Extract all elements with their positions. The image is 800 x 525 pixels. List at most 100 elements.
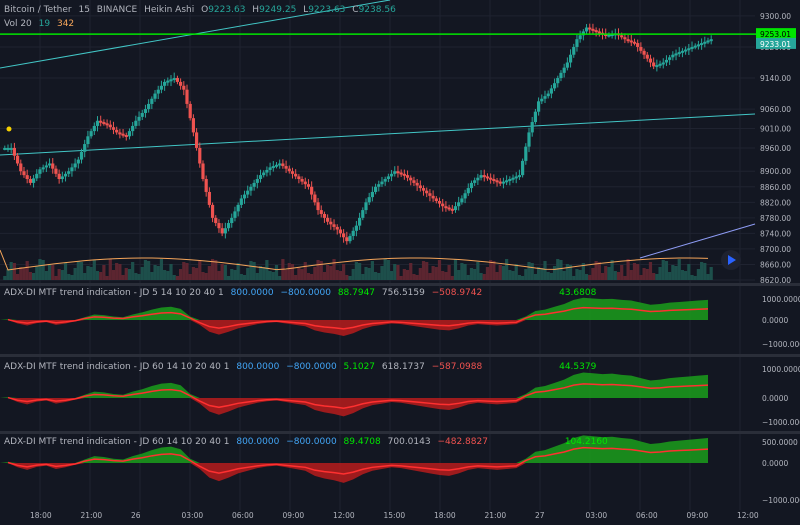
symbol-name[interactable]: Bitcoin / Tether	[4, 5, 72, 15]
candle	[367, 197, 371, 203]
candles	[3, 23, 713, 280]
volume-bar	[258, 266, 263, 280]
indicator-title[interactable]: ADX-DI MTF trend indication - JD 60 14 1…	[4, 362, 230, 372]
candle	[316, 202, 320, 211]
candle	[540, 98, 544, 102]
candle	[159, 85, 164, 90]
volume-bar	[562, 271, 566, 280]
candle	[9, 147, 13, 150]
candle	[469, 182, 474, 189]
candle	[121, 133, 125, 136]
volume-bar	[319, 261, 323, 280]
candle	[636, 43, 640, 47]
volume-bar	[399, 276, 403, 280]
volume-bar	[166, 271, 170, 280]
play-icon[interactable]	[721, 250, 741, 270]
volume-bar	[31, 273, 36, 280]
volume-bar	[67, 274, 71, 280]
pane-separator[interactable]	[0, 354, 800, 357]
candle	[31, 178, 36, 183]
indicator-value: 43.6808	[559, 288, 597, 298]
indicator-title[interactable]: ADX-DI MTF trend indication - JD 60 14 1…	[4, 437, 230, 447]
candle	[140, 112, 144, 117]
indicator-1-header: ADX-DI MTF trend indication - JD 5 14 10…	[4, 288, 600, 298]
candle	[556, 78, 560, 84]
volume-bar	[271, 272, 275, 280]
candle	[166, 80, 170, 83]
volume-bar	[594, 261, 598, 280]
candle	[38, 169, 42, 174]
volume-bar	[150, 272, 154, 280]
volume-bar	[536, 267, 541, 280]
volume-bar	[466, 275, 470, 280]
volume-bar	[393, 264, 397, 280]
interval[interactable]: 15	[78, 5, 90, 15]
volume-bar	[57, 269, 61, 280]
time-tick: 12:00	[737, 511, 759, 520]
indicator-negative-area	[0, 320, 708, 336]
volume-bar	[680, 270, 685, 280]
candle	[175, 78, 180, 82]
candle	[425, 190, 429, 194]
price-tick: 9300.00	[760, 12, 791, 21]
indicator-tick: 0.0000	[762, 459, 788, 468]
volume-label[interactable]: Vol 20	[4, 19, 32, 29]
candle	[239, 198, 243, 205]
volume-bar	[143, 260, 148, 280]
pane-separator[interactable]	[0, 283, 800, 286]
candle	[559, 72, 563, 79]
volume-bar	[639, 275, 643, 280]
candle	[169, 79, 173, 82]
candle	[83, 144, 87, 152]
candle	[626, 39, 630, 42]
volume-bar	[83, 273, 87, 280]
volume-bar	[588, 275, 592, 280]
volume-bar	[658, 267, 662, 280]
volume-bar	[300, 269, 304, 280]
time-tick: 09:00	[687, 511, 709, 520]
volume-bar	[613, 271, 617, 280]
indicator-value: 618.1737	[381, 362, 425, 372]
candle	[60, 176, 64, 180]
candle	[287, 168, 291, 172]
candle	[19, 163, 23, 172]
volume-bar	[35, 266, 39, 280]
volume-bar	[54, 276, 58, 280]
volume-value-1: 19	[38, 19, 51, 29]
candle	[431, 195, 435, 199]
candle	[12, 147, 16, 156]
candle	[415, 182, 419, 186]
candle	[402, 173, 406, 176]
candle	[655, 65, 659, 68]
volume-bar	[386, 260, 390, 280]
volume-bar	[565, 264, 569, 280]
time-tick: 06:00	[232, 511, 254, 520]
candle	[338, 229, 343, 234]
candle	[258, 175, 263, 180]
volume-bar	[313, 267, 317, 280]
volume-bar	[140, 267, 144, 280]
indicator-tick: 1000.0000	[762, 295, 800, 304]
pane-separator[interactable]	[0, 431, 800, 434]
candle	[351, 230, 355, 236]
candle	[460, 198, 464, 203]
price-tick: 9060.00	[760, 105, 791, 114]
volume-bar	[207, 266, 211, 280]
candle	[421, 188, 426, 191]
indicator-positive-area	[0, 372, 708, 398]
volume-bar	[674, 266, 678, 280]
candle	[306, 184, 311, 187]
candle	[703, 41, 707, 44]
candle	[182, 85, 186, 90]
price-tick: 8620.00	[760, 276, 791, 285]
volume-bar	[409, 263, 413, 280]
candle	[696, 44, 701, 47]
indicator-title[interactable]: ADX-DI MTF trend indication - JD 5 14 10…	[4, 288, 224, 298]
time-tick: 26	[131, 511, 141, 520]
volume-bar	[709, 267, 713, 280]
candle	[319, 210, 323, 214]
volume-bar	[696, 269, 701, 280]
candle	[380, 181, 384, 185]
